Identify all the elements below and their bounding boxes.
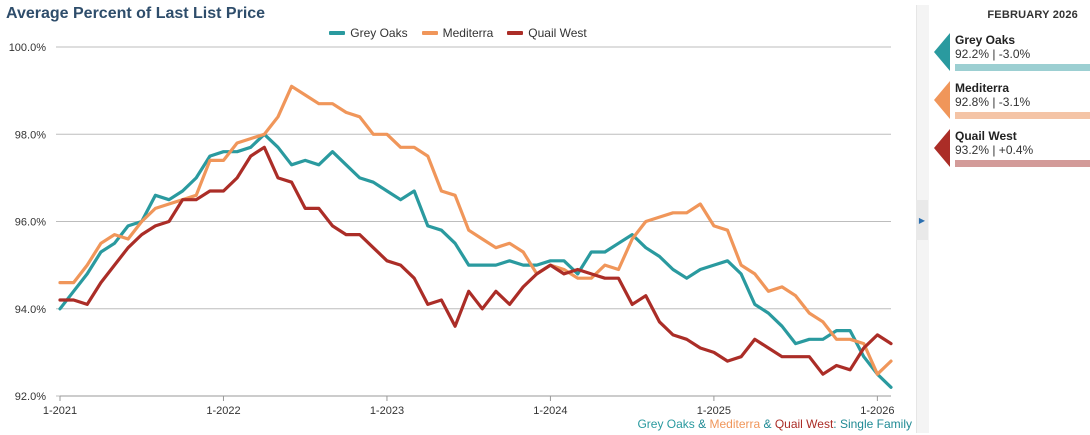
series-line-quail-west [58,145,893,376]
summary-card-name: Grey Oaks [955,33,1016,47]
x-tick-label: 1-2026 [860,405,894,417]
x-tick-label: 1-2022 [206,405,240,417]
legend-swatch-quail-west [507,31,524,35]
y-tick-label: 96.0% [15,217,46,229]
footnote-suffix: : Single Family [833,417,912,431]
summary-card-name: Mediterra [955,81,1010,95]
summary-panel: FEBRUARY 2026 Grey Oaks 92.2% | -3.0% Me… [930,0,1090,435]
summary-month: FEBRUARY 2026 [987,9,1078,21]
y-tick-label: 92.0% [15,391,46,403]
x-tick-label: 1-2025 [697,405,731,417]
footnote-series-mediterra: Mediterra [709,417,761,431]
footnote-series-quail-west: Quail West [774,417,834,431]
legend-item-grey-oaks[interactable]: Grey Oaks [329,26,408,40]
summary-card-name: Quail West [955,129,1017,143]
summary-card-stats: 92.8% | -3.1% [955,95,1031,109]
y-tick-label: 100.0% [9,42,47,54]
series-line-grey-oaks [58,132,893,389]
legend-label-grey-oaks: Grey Oaks [350,26,408,40]
chart-legend: Grey Oaks Mediterra Quail West [0,26,916,40]
x-tick-label: 1-2024 [533,405,567,417]
summary-card-stats: 93.2% | +0.4% [955,143,1034,157]
chart-title: Average Percent of Last List Price [6,5,266,22]
y-tick-label: 98.0% [15,129,46,141]
summary-card-grey-oaks[interactable]: Grey Oaks 92.2% | -3.0% [930,33,1090,73]
summary-card-bar [955,64,1090,71]
pointer-icon [934,33,950,71]
summary-card-bar [955,160,1090,167]
chevron-right-icon: ▶ [918,215,926,225]
summary-card-mediterra[interactable]: Mediterra 92.8% | -3.1% [930,81,1090,121]
legend-label-quail-west: Quail West [528,26,587,40]
chart-footnote: Grey Oaks & Mediterra & Quail West: Sing… [637,417,912,431]
y-tick-label: 94.0% [15,304,46,316]
footnote-series-grey-oaks: Grey Oaks [637,417,695,431]
legend-item-mediterra[interactable]: Mediterra [421,26,494,40]
chart-plot: 92.0% 94.0% 96.0% 98.0% 100.0% 1-2021 1-2022 1-… [9,42,895,417]
legend-label-mediterra: Mediterra [442,26,494,40]
legend-swatch-mediterra [421,31,438,35]
footnote-ampersand: & [760,417,775,431]
series-line-mediterra [58,84,893,376]
summary-card-stats: 92.2% | -3.0% [955,47,1031,61]
pointer-icon [934,129,950,167]
footnote-ampersand: & [694,417,710,431]
collapse-panel-button[interactable]: ▶ [916,200,928,240]
x-tick-label: 1-2021 [43,405,77,417]
legend-item-quail-west[interactable]: Quail West [507,26,587,40]
summary-card-bar [955,112,1090,119]
legend-swatch-grey-oaks [329,31,346,35]
summary-card-quail-west[interactable]: Quail West 93.2% | +0.4% [930,129,1090,169]
x-tick-label: 1-2023 [370,405,404,417]
pointer-icon [934,81,950,119]
